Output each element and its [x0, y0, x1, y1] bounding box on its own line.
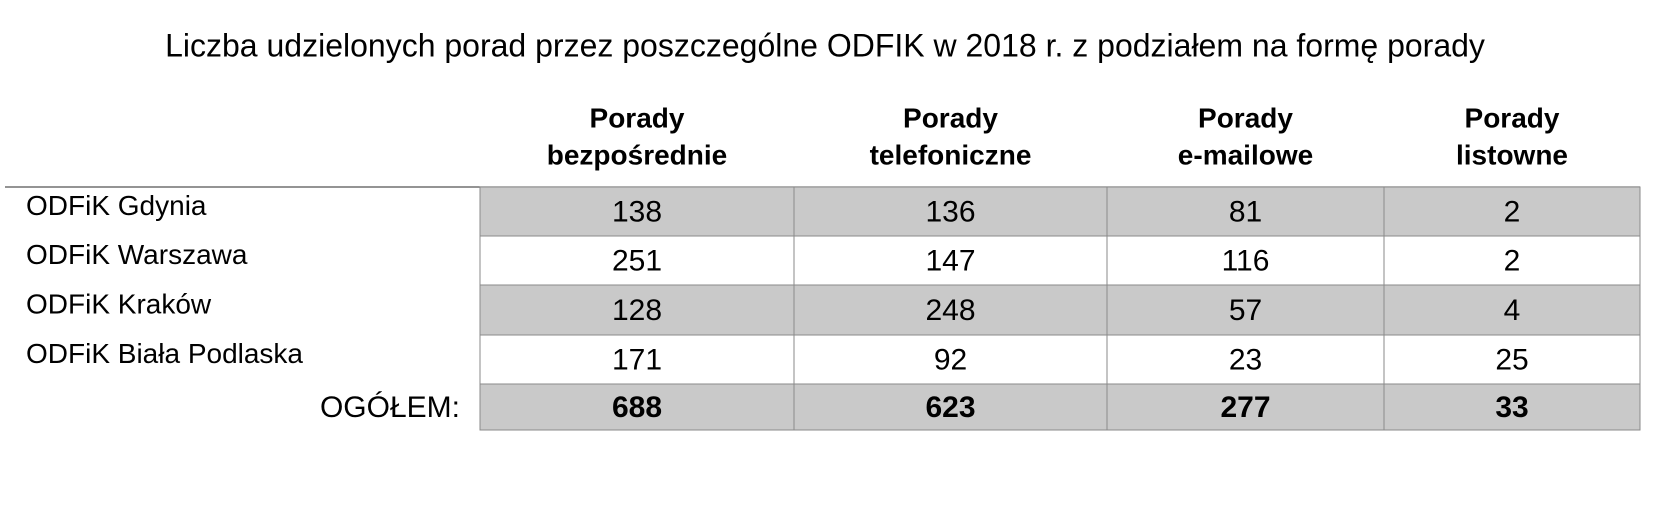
cell	[1383, 186, 1641, 237]
cell-value: 57	[1229, 294, 1262, 327]
row-label: ODFiK Gdynia	[26, 190, 207, 221]
cell-value: 92	[934, 343, 967, 376]
cell	[1106, 334, 1385, 385]
cell	[1106, 383, 1385, 431]
column-header: Porady	[1465, 102, 1560, 133]
row-label: ODFiK Kraków	[26, 288, 212, 319]
cell	[479, 334, 795, 385]
cell	[479, 284, 795, 336]
cell-value: 138	[612, 195, 662, 228]
cell-value: 81	[1229, 195, 1262, 228]
column-header: bezpośrednie	[547, 139, 727, 170]
cell-value: 2	[1504, 244, 1521, 277]
total-value: 623	[925, 391, 975, 424]
column-header: telefoniczne	[870, 139, 1032, 170]
cell-value: 2	[1504, 195, 1521, 228]
row-label: ODFiK Warszawa	[26, 239, 248, 270]
cell-value: 23	[1229, 343, 1262, 376]
cell	[1106, 284, 1385, 336]
cell-value: 251	[612, 244, 662, 277]
cell	[479, 383, 795, 431]
cell	[793, 334, 1108, 385]
row-label: ODFiK Biała Podlaska	[26, 338, 303, 369]
cell-value: 25	[1495, 343, 1528, 376]
cell	[793, 186, 1108, 237]
title: Liczba udzielonych porad przez poszczegó…	[165, 27, 1485, 63]
cell	[793, 383, 1108, 431]
cell-value: 4	[1504, 294, 1521, 327]
column-header: Porady	[590, 102, 685, 133]
total-value: 33	[1495, 391, 1528, 424]
total-value: 688	[612, 391, 662, 424]
column-header: Porady	[903, 102, 998, 133]
cell-value: 147	[925, 244, 975, 277]
cell-value: 248	[925, 294, 975, 327]
cell	[1383, 383, 1641, 431]
cell	[793, 284, 1108, 336]
total-label: OGÓŁEM:	[320, 391, 460, 424]
cell-value: 116	[1222, 244, 1270, 277]
column-header: Porady	[1198, 102, 1293, 133]
column-header: listowne	[1456, 139, 1568, 170]
cell	[1383, 235, 1641, 286]
cell-value: 136	[925, 195, 975, 228]
total-value: 277	[1220, 391, 1270, 424]
column-header: e-mailowe	[1178, 139, 1313, 170]
cell	[793, 235, 1108, 286]
cell-value: 128	[612, 294, 662, 327]
cell-value: 171	[612, 343, 662, 376]
cell	[1383, 284, 1641, 336]
